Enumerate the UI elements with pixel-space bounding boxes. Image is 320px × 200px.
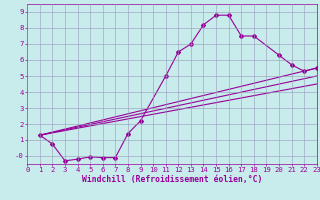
X-axis label: Windchill (Refroidissement éolien,°C): Windchill (Refroidissement éolien,°C) bbox=[82, 175, 262, 184]
